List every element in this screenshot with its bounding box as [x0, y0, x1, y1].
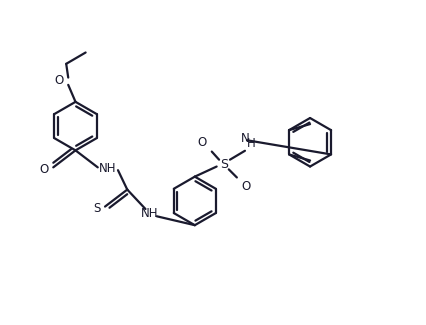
Text: N: N — [241, 132, 249, 145]
Text: O: O — [55, 74, 64, 87]
Text: S: S — [93, 202, 101, 215]
Text: O: O — [198, 136, 207, 149]
Text: O: O — [241, 180, 250, 193]
Text: H: H — [247, 137, 256, 150]
Text: NH: NH — [99, 162, 117, 175]
Text: O: O — [40, 163, 49, 176]
Text: S: S — [220, 158, 228, 171]
Text: NH: NH — [141, 207, 158, 220]
